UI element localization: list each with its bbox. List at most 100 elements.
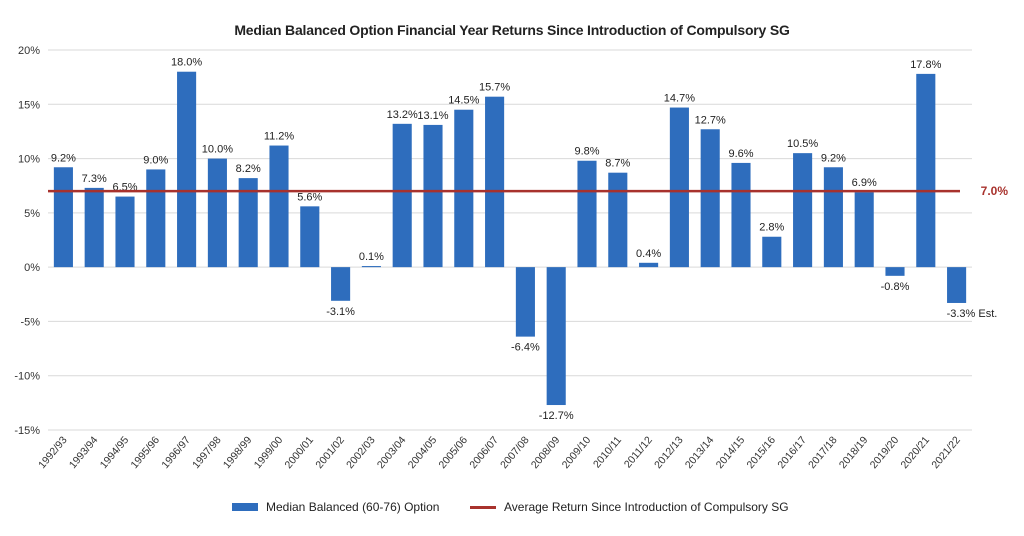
x-tick-label: 1997/98: [190, 434, 224, 471]
x-tick-label: 1999/00: [252, 434, 286, 471]
data-label: 9.6%: [728, 148, 753, 160]
average-line-label: 7.0%: [981, 184, 1009, 198]
x-tick-label: 2009/10: [560, 434, 594, 471]
x-tick-label: 2015/16: [744, 434, 778, 471]
x-tick-label: 2019/20: [868, 434, 902, 471]
x-tick-label: 2006/07: [467, 434, 501, 471]
x-tick-label: 2013/14: [683, 434, 717, 471]
data-label: -0.8%: [881, 281, 910, 293]
x-tick-label: 2020/21: [898, 434, 932, 471]
bar: [916, 73, 936, 268]
data-label: -3.1%: [326, 306, 355, 318]
bar: [485, 96, 505, 268]
bar: [84, 187, 104, 268]
bar: [793, 153, 813, 268]
bar: [854, 192, 874, 268]
y-tick-label: 20%: [18, 45, 40, 57]
y-tick-label: 10%: [18, 154, 40, 166]
bar: [423, 124, 443, 268]
data-label: -6.4%: [511, 342, 540, 354]
bar: [515, 267, 535, 337]
x-tick-label: 2016/17: [775, 434, 809, 471]
data-label: 13.2%: [387, 109, 418, 121]
x-tick-label: 2007/08: [498, 434, 532, 471]
bar: [53, 167, 73, 268]
bar: [947, 267, 967, 303]
legend-label-average-return: Average Return Since Introduction of Com…: [504, 500, 789, 514]
x-tick-label: 2012/13: [652, 434, 686, 471]
bar: [731, 162, 751, 268]
data-label: 13.1%: [417, 110, 448, 122]
y-tick-label: 15%: [18, 99, 40, 111]
data-label: 9.2%: [51, 152, 76, 164]
x-tick-label: 2001/02: [313, 434, 347, 471]
data-label: 5.6%: [297, 191, 322, 203]
data-label: 10.5%: [787, 138, 818, 150]
legend-swatch-line: [470, 505, 496, 509]
data-label: 18.0%: [171, 57, 202, 69]
data-label: 11.2%: [264, 131, 295, 143]
bar: [238, 178, 258, 268]
bar: [300, 206, 320, 268]
data-label: 9.2%: [821, 152, 846, 164]
data-label: 14.5%: [448, 95, 479, 107]
chart-title: Median Balanced Option Financial Year Re…: [234, 22, 790, 38]
bar: [546, 267, 566, 406]
bar: [146, 169, 166, 268]
data-label: -3.3% Est.: [947, 308, 998, 320]
legend-item-average-return: Average Return Since Introduction of Com…: [470, 500, 789, 514]
data-label: 12.7%: [695, 114, 726, 126]
bar: [608, 172, 628, 268]
x-tick-label: 2003/04: [375, 434, 409, 471]
bar: [392, 123, 412, 268]
bar: [823, 167, 843, 268]
data-label: 0.4%: [636, 248, 661, 260]
x-tick-label: 2017/18: [806, 434, 840, 471]
data-label: 6.9%: [852, 177, 877, 189]
y-tick-label: 5%: [24, 208, 40, 220]
x-tick-label: 1996/97: [159, 434, 193, 471]
bar: [207, 158, 227, 268]
data-label: 8.2%: [236, 163, 261, 175]
x-tick-label: 1994/95: [98, 434, 132, 471]
bar: [454, 109, 474, 268]
data-label: -12.7%: [539, 410, 574, 422]
data-label: 9.8%: [574, 146, 599, 158]
x-tick-label: 2004/05: [406, 434, 440, 471]
data-label: 7.3%: [82, 173, 107, 185]
data-label: 14.7%: [664, 93, 695, 105]
x-tick-label: 1998/99: [221, 434, 255, 471]
bar: [577, 160, 597, 268]
x-tick-label: 2018/19: [837, 434, 871, 471]
data-label: 0.1%: [359, 251, 384, 263]
y-tick-label: -15%: [14, 425, 40, 437]
data-label: 2.8%: [759, 222, 784, 234]
data-label: 8.7%: [605, 158, 630, 170]
x-tick-label: 1995/96: [128, 434, 162, 471]
x-tick-label: 1992/93: [36, 434, 70, 471]
bar: [331, 267, 351, 301]
x-tick-label: 2014/15: [714, 434, 748, 471]
x-tick-label: 2005/06: [436, 434, 470, 471]
bar: [361, 266, 381, 268]
bar: [269, 145, 289, 268]
data-label: 15.7%: [479, 82, 510, 94]
x-tick-label: 2011/12: [622, 434, 655, 470]
bar: [669, 107, 689, 268]
bar: [115, 196, 135, 268]
data-label: 9.0%: [143, 154, 168, 166]
legend-swatch-bar: [232, 503, 258, 511]
bar-chart: -15%-10%-5%0%5%10%15%20% 9.2%7.3%6.5%9.0…: [14, 45, 1009, 471]
data-label: 10.0%: [202, 144, 233, 156]
x-tick-label: 2002/03: [344, 434, 378, 471]
y-tick-label: 0%: [24, 262, 40, 274]
chart-legend: Median Balanced (60-76) Option Average R…: [0, 500, 1024, 520]
x-tick-label: 2008/09: [529, 434, 563, 471]
legend-item-median-balanced: Median Balanced (60-76) Option: [232, 500, 439, 514]
x-tick-label: 2021/22: [929, 434, 963, 471]
bar: [177, 71, 197, 268]
x-tick-label: 2000/01: [282, 434, 316, 471]
bar: [762, 236, 782, 268]
y-tick-label: -5%: [20, 316, 40, 328]
bar: [885, 267, 905, 276]
